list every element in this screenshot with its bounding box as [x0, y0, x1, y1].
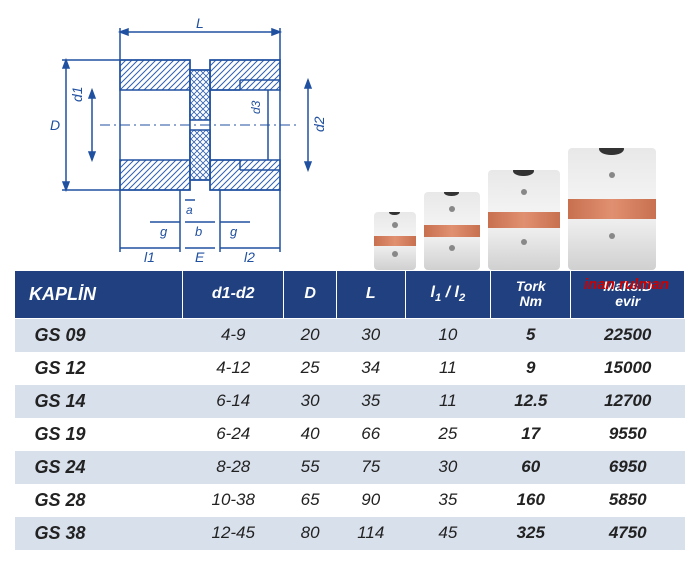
- coupling-photo-1: [374, 212, 416, 270]
- cell-D: 20: [284, 318, 337, 352]
- cell-D: 65: [284, 484, 337, 517]
- table-row: GS 3812-4580114453254750: [15, 517, 685, 550]
- cell-maks: 4750: [571, 517, 685, 550]
- coupling-photo-3: [488, 170, 560, 270]
- cell-model: GS 24: [15, 451, 183, 484]
- cell-model: GS 12: [15, 352, 183, 385]
- cell-L: 35: [336, 385, 405, 418]
- table-row: GS 094-9203010522500: [15, 318, 685, 352]
- dim-b: b: [195, 224, 202, 239]
- table-row: GS 146-1430351112.512700: [15, 385, 685, 418]
- col-header-model: KAPLİN: [15, 271, 183, 319]
- dim-g2: g: [230, 224, 238, 239]
- dim-D: D: [50, 117, 60, 133]
- cell-d1d2: 8-28: [183, 451, 284, 484]
- cell-l1l2: 25: [405, 418, 490, 451]
- table-row: GS 2810-386590351605850: [15, 484, 685, 517]
- dim-d2: d2: [311, 116, 327, 132]
- cell-model: GS 14: [15, 385, 183, 418]
- cell-tork: 5: [491, 318, 571, 352]
- cell-tork: 9: [491, 352, 571, 385]
- brand-label: inan rulman: [584, 276, 669, 293]
- cell-d1d2: 4-9: [183, 318, 284, 352]
- cell-l1l2: 30: [405, 451, 490, 484]
- dim-d3: d3: [249, 100, 263, 114]
- table-body: GS 094-9203010522500GS 124-1225341191500…: [15, 318, 685, 550]
- cell-model: GS 19: [15, 418, 183, 451]
- cell-d1d2: 6-24: [183, 418, 284, 451]
- cell-L: 30: [336, 318, 405, 352]
- cell-l1l2: 35: [405, 484, 490, 517]
- col-header-D: D: [284, 271, 337, 319]
- cell-maks: 15000: [571, 352, 685, 385]
- dim-l2: l2: [244, 249, 255, 265]
- cell-maks: 9550: [571, 418, 685, 451]
- dim-d1: d1: [69, 86, 85, 102]
- cell-D: 40: [284, 418, 337, 451]
- cell-tork: 325: [491, 517, 571, 550]
- cell-model: GS 38: [15, 517, 183, 550]
- cell-maks: 22500: [571, 318, 685, 352]
- col-header-L: L: [336, 271, 405, 319]
- table-row: GS 196-24406625179550: [15, 418, 685, 451]
- cell-D: 30: [284, 385, 337, 418]
- coupling-diagram-svg: L D d1 d2 d3: [20, 10, 340, 270]
- cell-D: 55: [284, 451, 337, 484]
- dim-l1: l1: [144, 249, 155, 265]
- dim-E: E: [195, 249, 205, 265]
- cell-l1l2: 11: [405, 352, 490, 385]
- cell-tork: 60: [491, 451, 571, 484]
- dim-a: a: [186, 203, 193, 217]
- col-header-l1l2: l1 / l2: [405, 271, 490, 319]
- cell-tork: 12.5: [491, 385, 571, 418]
- cell-d1d2: 10-38: [183, 484, 284, 517]
- coupling-photo-4: [568, 148, 656, 270]
- cell-l1l2: 45: [405, 517, 490, 550]
- cell-model: GS 28: [15, 484, 183, 517]
- cell-l1l2: 11: [405, 385, 490, 418]
- dim-g1: g: [160, 224, 168, 239]
- cell-L: 90: [336, 484, 405, 517]
- cell-l1l2: 10: [405, 318, 490, 352]
- cell-maks: 12700: [571, 385, 685, 418]
- table-row: GS 248-28557530606950: [15, 451, 685, 484]
- cell-D: 25: [284, 352, 337, 385]
- technical-diagram: L D d1 d2 d3: [20, 10, 340, 270]
- cell-L: 114: [336, 517, 405, 550]
- specs-table: KAPLİNd1-d2DLl1 / l2TorkNmMaks.Devir GS …: [14, 270, 685, 550]
- top-section: L D d1 d2 d3: [0, 0, 699, 270]
- col-header-d1d2: d1-d2: [183, 271, 284, 319]
- cell-L: 34: [336, 352, 405, 385]
- cell-d1d2: 4-12: [183, 352, 284, 385]
- cell-d1d2: 6-14: [183, 385, 284, 418]
- cell-maks: 5850: [571, 484, 685, 517]
- col-header-tork: TorkNm: [491, 271, 571, 319]
- cell-L: 66: [336, 418, 405, 451]
- cell-D: 80: [284, 517, 337, 550]
- cell-tork: 160: [491, 484, 571, 517]
- cell-maks: 6950: [571, 451, 685, 484]
- cell-d1d2: 12-45: [183, 517, 284, 550]
- coupling-photo-2: [424, 192, 480, 270]
- specs-table-wrap: KAPLİNd1-d2DLl1 / l2TorkNmMaks.Devir GS …: [0, 270, 699, 550]
- table-row: GS 124-12253411915000: [15, 352, 685, 385]
- product-photo-area: [350, 10, 679, 270]
- cell-model: GS 09: [15, 318, 183, 352]
- cell-L: 75: [336, 451, 405, 484]
- dim-L: L: [196, 15, 204, 31]
- cell-tork: 17: [491, 418, 571, 451]
